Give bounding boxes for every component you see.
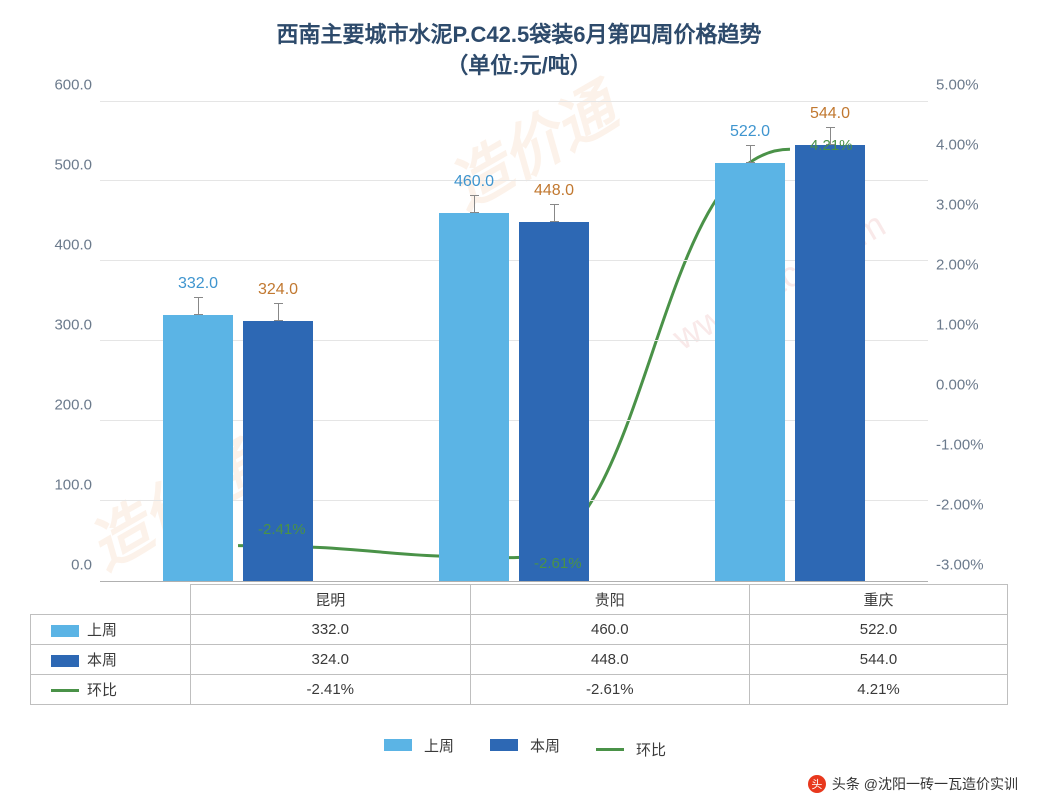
y-right-tick: 4.00% (936, 136, 979, 153)
error-bar (278, 303, 279, 321)
table-cell: -2.41% (191, 674, 471, 704)
error-bar (198, 297, 199, 315)
row-legend-cell: 上周 (31, 614, 191, 644)
legend-swatch (384, 739, 412, 751)
bar: 544.0 (795, 145, 865, 580)
chart-area: 0.0100.0200.0300.0400.0500.0600.0 332.03… (30, 102, 1008, 582)
error-bar (474, 195, 475, 213)
table-cell: 332.0 (191, 614, 471, 644)
y-right-tick: 5.00% (936, 76, 979, 93)
bar: 324.0 (243, 321, 313, 580)
bar-value-label: 544.0 (810, 105, 850, 123)
table-row: 环比-2.41%-2.61%4.21% (31, 674, 1008, 704)
y-right-tick: -3.00% (936, 556, 984, 573)
y-left-tick: 500.0 (54, 156, 92, 173)
bar-value-label: 522.0 (730, 123, 770, 141)
legend-item: 本周 (478, 735, 560, 756)
title-line1: 西南主要城市水泥P.C42.5袋装6月第四周价格趋势 (30, 20, 1008, 51)
table-corner (31, 584, 191, 614)
y-right-tick: -1.00% (936, 436, 984, 453)
y-right-tick: 2.00% (936, 256, 979, 273)
table-cell: 460.0 (470, 614, 750, 644)
y-axis-right: -3.00% -2.00% -1.00% 0.00% 1.00% 2.00% 3.00% 4.… (928, 102, 1008, 582)
y-right-tick: 1.00% (936, 316, 979, 333)
table-header-cell: 昆明 (191, 584, 471, 614)
y-axis-left: 0.0100.0200.0300.0400.0500.0600.0 (30, 102, 100, 582)
y-left-tick: 100.0 (54, 476, 92, 493)
y-right-tick: 3.00% (936, 196, 979, 213)
bar-value-label: 332.0 (178, 275, 218, 293)
grid-line (100, 101, 928, 102)
bar-group: 522.0544.0 (715, 145, 865, 580)
data-table: 昆明贵阳重庆上周332.0460.0522.0本周324.0448.0544.0… (30, 584, 1008, 705)
chart-title: 西南主要城市水泥P.C42.5袋装6月第四周价格趋势 （单位:元/吨） (30, 20, 1008, 82)
bar: 332.0 (163, 315, 233, 581)
ratio-label: 4.21% (810, 137, 853, 154)
table-cell: 4.21% (750, 674, 1008, 704)
table-cell: -2.61% (470, 674, 750, 704)
table-cell: 448.0 (470, 644, 750, 674)
ratio-label: -2.61% (534, 555, 582, 572)
y-left-tick: 0.0 (71, 556, 92, 573)
y-left-tick: 200.0 (54, 396, 92, 413)
bar-value-label: 460.0 (454, 173, 494, 191)
legend-swatch (51, 655, 79, 667)
table-cell: 324.0 (191, 644, 471, 674)
table-cell: 522.0 (750, 614, 1008, 644)
table-header-row: 昆明贵阳重庆 (31, 584, 1008, 614)
bar-group: 332.0324.0 (163, 315, 313, 581)
y-left-tick: 400.0 (54, 236, 92, 253)
ratio-label: -2.41% (258, 521, 306, 538)
y-left-tick: 300.0 (54, 316, 92, 333)
bar-group: 460.0448.0 (439, 213, 589, 581)
error-bar (554, 204, 555, 222)
plot-area: 332.0324.0460.0448.0522.0544.0-2.41%-2.6… (100, 102, 928, 582)
attribution-text: 头条 @沈阳一砖一瓦造价实训 (832, 774, 1018, 794)
table-row: 上周332.0460.0522.0 (31, 614, 1008, 644)
y-right-tick: -2.00% (936, 496, 984, 513)
legend-item: 环比 (584, 739, 666, 760)
table-header-cell: 重庆 (750, 584, 1008, 614)
table-row: 本周324.0448.0544.0 (31, 644, 1008, 674)
bar-value-label: 324.0 (258, 281, 298, 299)
legend-swatch (490, 739, 518, 751)
attribution: 头 头条 @沈阳一砖一瓦造价实训 (808, 774, 1018, 794)
y-left-tick: 600.0 (54, 76, 92, 93)
legend: 上周 本周 环比 (30, 735, 1008, 761)
error-bar (750, 145, 751, 163)
legend-swatch (596, 748, 624, 751)
bar-value-label: 448.0 (534, 182, 574, 200)
chart-container: 造价通 造价通 www.zjtcn.com 西南主要城市水泥P.C42.5袋装6… (0, 0, 1038, 812)
bar: 460.0 (439, 213, 509, 581)
table-cell: 544.0 (750, 644, 1008, 674)
attribution-logo: 头 (808, 775, 826, 793)
bar: 522.0 (715, 163, 785, 581)
table-header-cell: 贵阳 (470, 584, 750, 614)
row-legend-cell: 环比 (31, 674, 191, 704)
bar: 448.0 (519, 222, 589, 580)
legend-swatch (51, 689, 79, 692)
title-line2: （单位:元/吨） (30, 51, 1008, 82)
y-right-tick: 0.00% (936, 376, 979, 393)
row-legend-cell: 本周 (31, 644, 191, 674)
legend-swatch (51, 625, 79, 637)
legend-item: 上周 (372, 735, 454, 756)
